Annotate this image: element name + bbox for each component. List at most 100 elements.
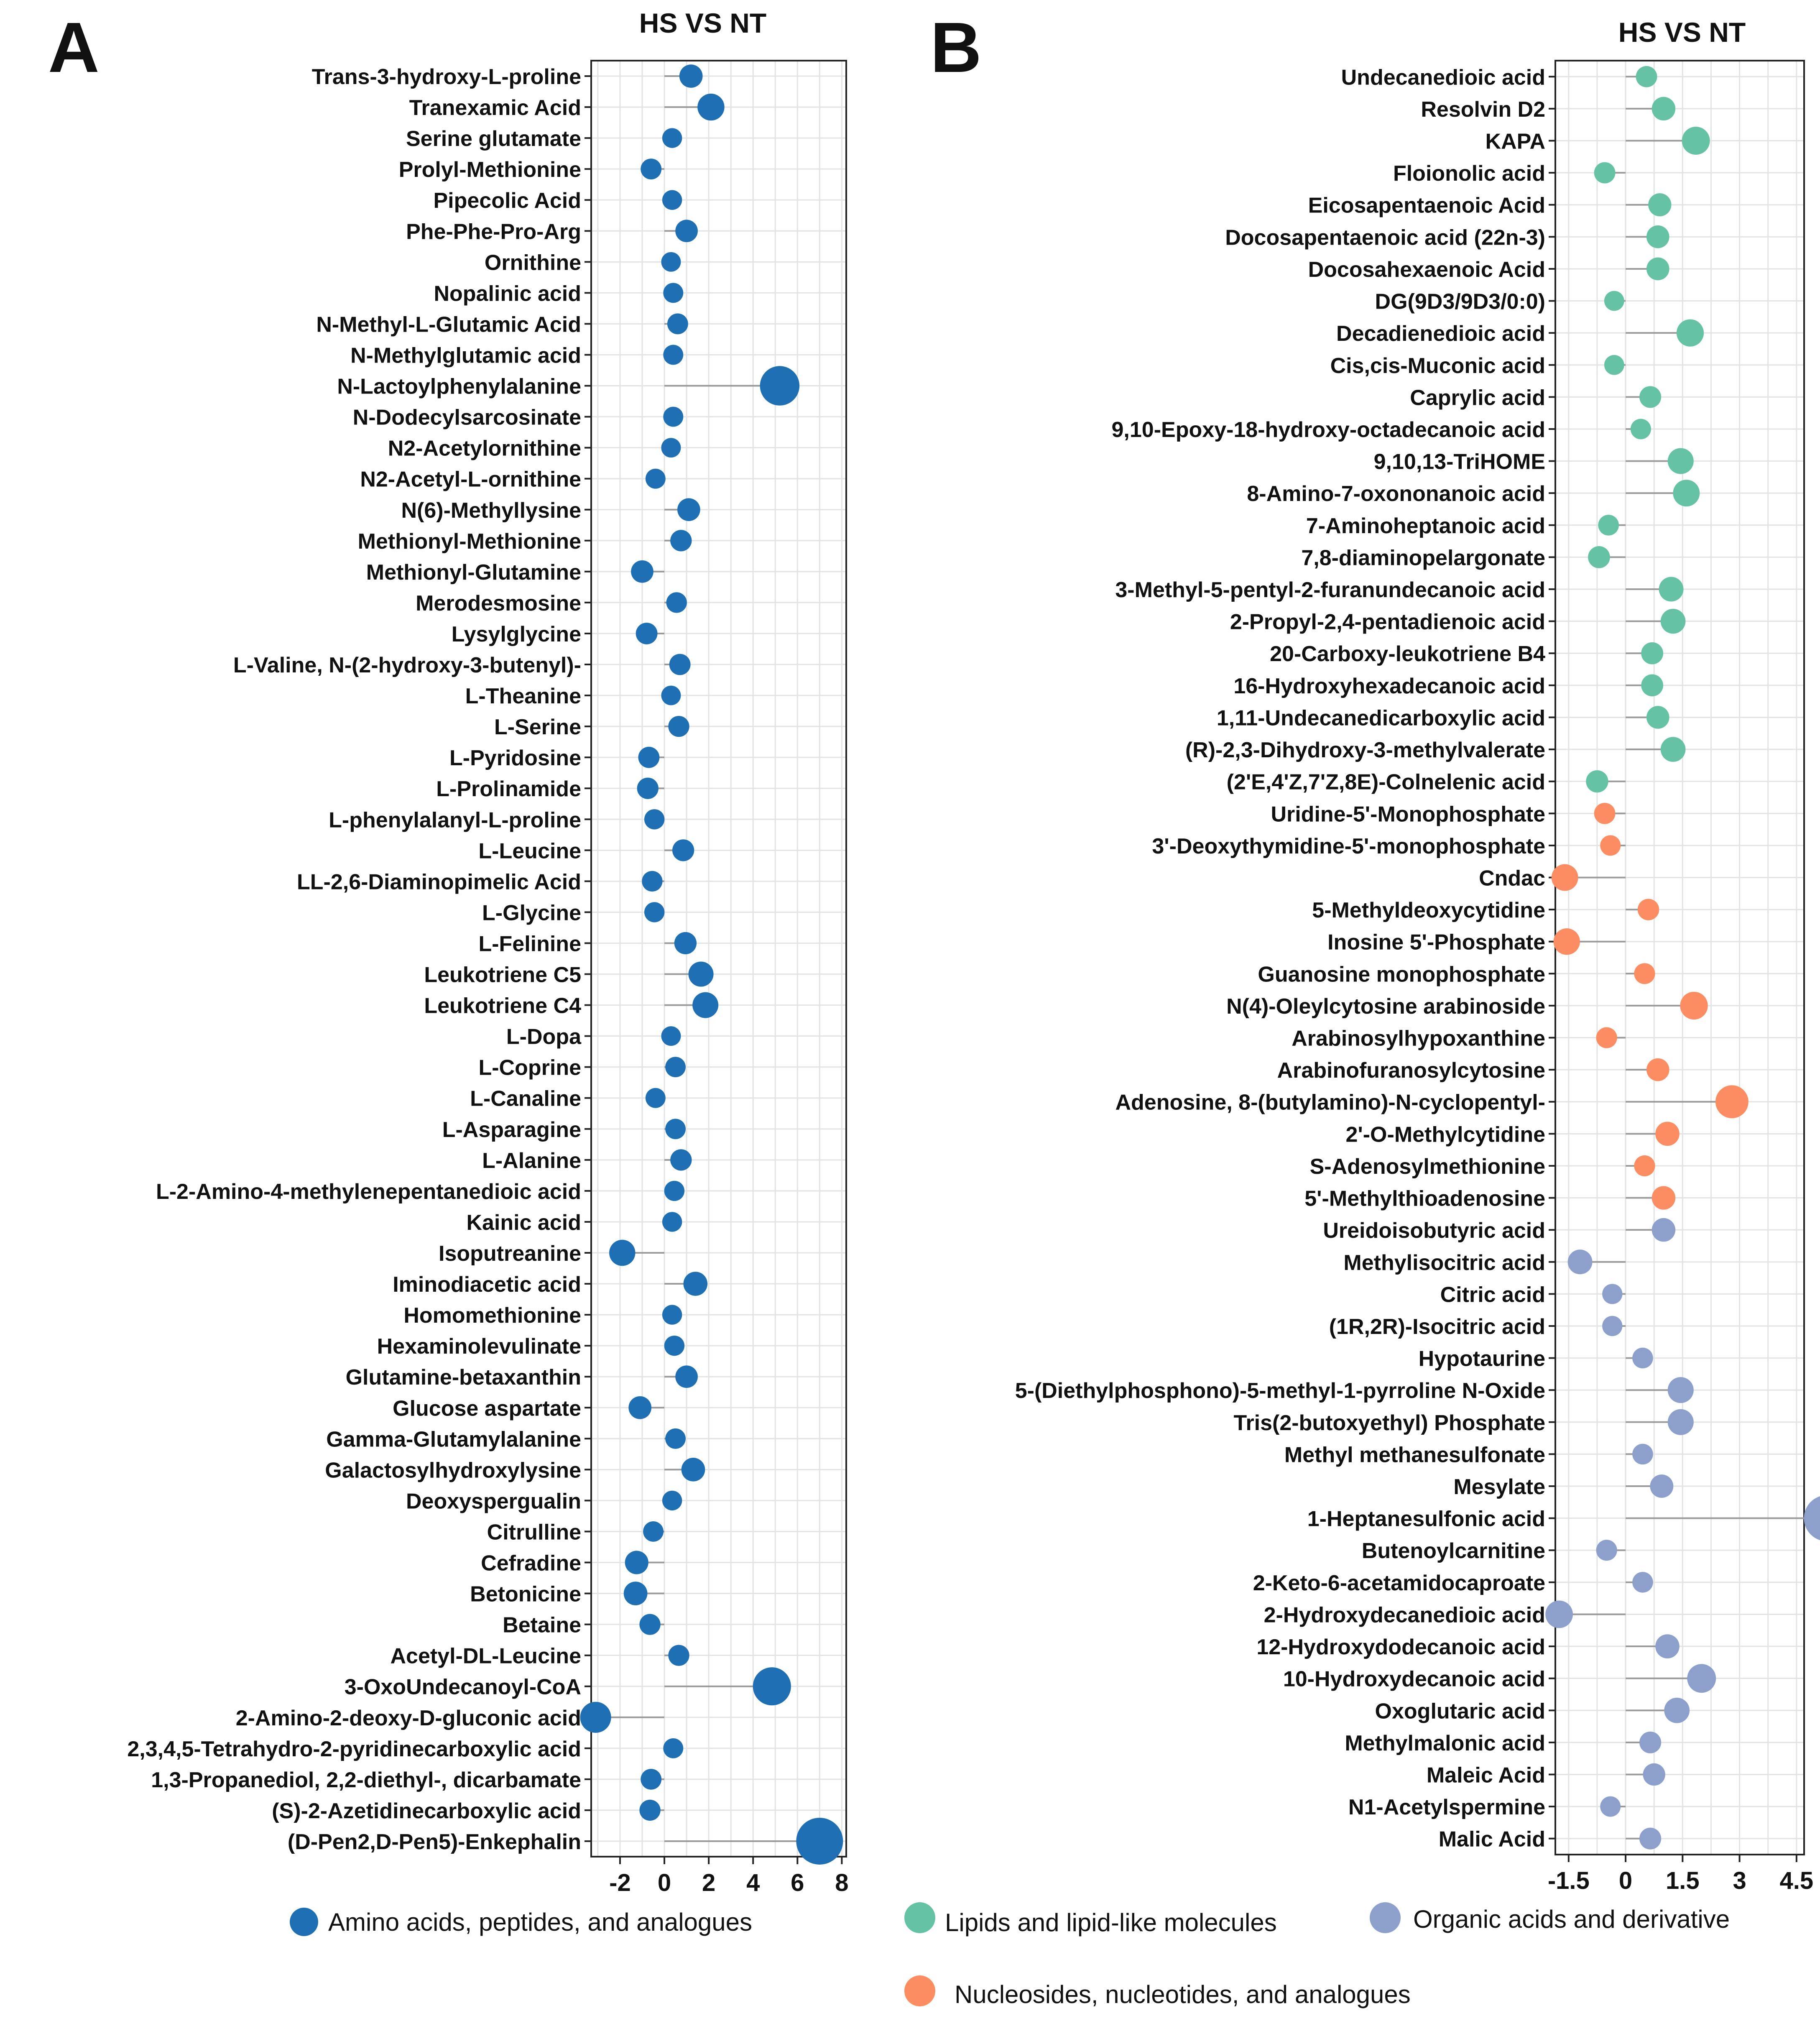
panel-a-point: [760, 366, 800, 406]
panel-a-y-label: Kainic acid: [466, 1211, 581, 1235]
panel-a-point: [662, 1305, 682, 1325]
panel-b-y-label: KAPA: [1486, 130, 1545, 154]
panel-a-y-label: Acetyl-DL-Leucine: [390, 1644, 581, 1668]
panel-a-y-label: Methionyl-Methionine: [358, 529, 581, 554]
panel-a-y-label: Merodesmosine: [416, 591, 581, 616]
panel-b-point: [1567, 1249, 1593, 1275]
panel-b-point: [1553, 928, 1580, 955]
panel-b-point: [1646, 1058, 1669, 1081]
panel-b-y-label: 9,10,13-TriHOME: [1374, 450, 1545, 474]
panel-b-y-label: Adenosine, 8-(butylamino)-N-cyclopentyl-: [1115, 1091, 1545, 1115]
panel-b-y-label: Caprylic acid: [1410, 386, 1545, 410]
legend-label-nucleosides: Nucleosides, nucleotides, and analogues: [955, 1980, 1411, 2008]
panel-b-plot: -1.5 0 1.5 3 4.5 Undecanedioic acid Resolvin D…: [1015, 60, 1820, 1894]
panel-b-y-label: 1,11-Undecanedicarboxylic acid: [1217, 706, 1545, 730]
panel-b-point: [1664, 1697, 1690, 1723]
panel-a-y-label: Hexaminolevulinate: [377, 1334, 581, 1359]
panel-a-point: [669, 654, 691, 675]
panel-a-x-tick-label: 8: [835, 1869, 848, 1896]
panel-a-y-label: Pipecolic Acid: [433, 189, 581, 213]
legend-label-lipids: Lipids and lipid-like molecules: [945, 1909, 1277, 1937]
panel-b-point: [1600, 1796, 1621, 1817]
panel-a-point: [636, 623, 658, 644]
panel-a-y-label: Betaine: [503, 1613, 581, 1638]
panel-b-y-label: Methylisocitric acid: [1343, 1251, 1545, 1275]
panel-b-point: [1551, 864, 1578, 891]
panel-b-x-tick-label: 4.5: [1780, 1867, 1814, 1894]
panel-a-y-label: N-Lactoylphenylalanine: [337, 375, 581, 399]
panel-a-point: [662, 1212, 682, 1232]
panel-a-point: [675, 1365, 698, 1388]
panel-b-point: [1604, 355, 1624, 375]
panel-a-x-tick-label: 6: [791, 1869, 804, 1896]
panel-b-y-label: 7-Aminoheptanoic acid: [1306, 514, 1545, 538]
panel-b-x-tick-label: 0: [1619, 1867, 1632, 1894]
panel-a-point: [670, 530, 692, 552]
panel-a-plot: -2 0 2 4 6 8 Trans-3-hydroxy-L-proline Tranexam…: [127, 60, 849, 1896]
panel-b-y-label: 2-Propyl-2,4-pentadienoic acid: [1230, 610, 1545, 634]
panel-a-point: [674, 932, 697, 955]
panel-b-y-label: Maleic Acid: [1427, 1763, 1545, 1787]
panel-a-y-label: Homomethionine: [403, 1303, 581, 1328]
panel-a-y-label: L-Prolinamide: [436, 777, 581, 801]
panel-b-point: [1634, 963, 1655, 984]
panel-b-point: [1639, 1731, 1662, 1753]
panel-a-point: [644, 809, 665, 830]
panel-a-point: [663, 345, 684, 365]
panel-b-point: [1634, 1155, 1655, 1177]
panel-a-point: [661, 252, 681, 272]
panel-b-y-label: Cis,cis-Muconic acid: [1330, 354, 1545, 378]
panel-b-y-label: Cndac: [1479, 866, 1545, 890]
panel-b-y-label: 20-Carboxy-leukotriene B4: [1270, 642, 1545, 666]
panel-a-point: [638, 746, 660, 768]
panel-a-y-label: L-2-Amino-4-methylenepentanedioic acid: [156, 1180, 581, 1204]
panel-a-point: [665, 1057, 686, 1078]
panel-a-point: [625, 1551, 648, 1574]
panel-a-y-label: (D-Pen2,D-Pen5)-Enkephalin: [288, 1830, 581, 1854]
panel-b-y-label: 7,8-diaminopelargonate: [1301, 546, 1545, 570]
panel-b-point: [1596, 1027, 1617, 1048]
panel-a-y-label: Citrulline: [487, 1520, 581, 1544]
panel-a-point: [672, 839, 694, 861]
panel-b-point: [1637, 899, 1659, 920]
panel-b-point: [1586, 770, 1608, 793]
panel-a-x-tick-label: 0: [658, 1869, 671, 1896]
panel-b-point: [1648, 193, 1672, 217]
panel-a-y-label: L-Pyridosine: [449, 746, 581, 770]
panel-b-y-label: 5-(Diethylphosphono)-5-methyl-1-pyrrolin…: [1015, 1379, 1545, 1403]
panel-b-y-label: 2-Hydroxydecanedioic acid: [1264, 1603, 1545, 1627]
panel-a-y-label: L-Coprine: [478, 1056, 581, 1080]
panel-a-point: [675, 220, 698, 243]
panel-a-point: [664, 1180, 685, 1201]
panel-a-y-label: (S)-2-Azetidinecarboxylic acid: [272, 1799, 581, 1823]
panel-b-point: [1639, 386, 1662, 408]
panel-a-y-label: N2-Acetyl-L-ornithine: [360, 468, 581, 492]
panel-a-point: [580, 1702, 611, 1733]
panel-a-x-tick-label: 2: [702, 1869, 715, 1896]
panel-a-point: [623, 1582, 648, 1605]
panel-b-point: [1602, 1284, 1623, 1304]
panel-a-y-label: Phe-Phe-Pro-Arg: [406, 220, 581, 244]
panel-b-point: [1600, 835, 1621, 856]
panel-a-point: [631, 560, 653, 583]
panel-a-y-label: L-Leucine: [478, 839, 581, 863]
panel-a-y-label: 1,3-Propanediol, 2,2-diethyl-, dicarbama…: [151, 1768, 581, 1792]
panel-b-y-label: Methylmalonic acid: [1345, 1731, 1545, 1755]
panel-b-y-label: Butenoylcarnitine: [1362, 1539, 1545, 1563]
panel-a-point: [679, 64, 703, 88]
panel-a-point: [642, 871, 663, 892]
panel-b-y-label: 10-Hydroxydecanoic acid: [1283, 1667, 1545, 1691]
panel-b-y-label: Citric acid: [1440, 1283, 1545, 1307]
panel-a-point: [641, 158, 662, 180]
panel-a-point: [666, 592, 687, 613]
panel-b-y-label: Eicosapentaenoic Acid: [1308, 194, 1545, 218]
panel-b-point: [1632, 1572, 1653, 1593]
panel-b-point: [1676, 319, 1704, 347]
panel-a-y-label: Nopalinic acid: [434, 281, 581, 306]
panel-b-frame: [1555, 60, 1805, 1855]
panel-a-y-label: L-Dopa: [506, 1025, 582, 1049]
panel-b-point: [1715, 1085, 1749, 1119]
panel-a-y-label: L-Valine, N-(2-hydroxy-3-butenyl)-: [233, 653, 581, 677]
